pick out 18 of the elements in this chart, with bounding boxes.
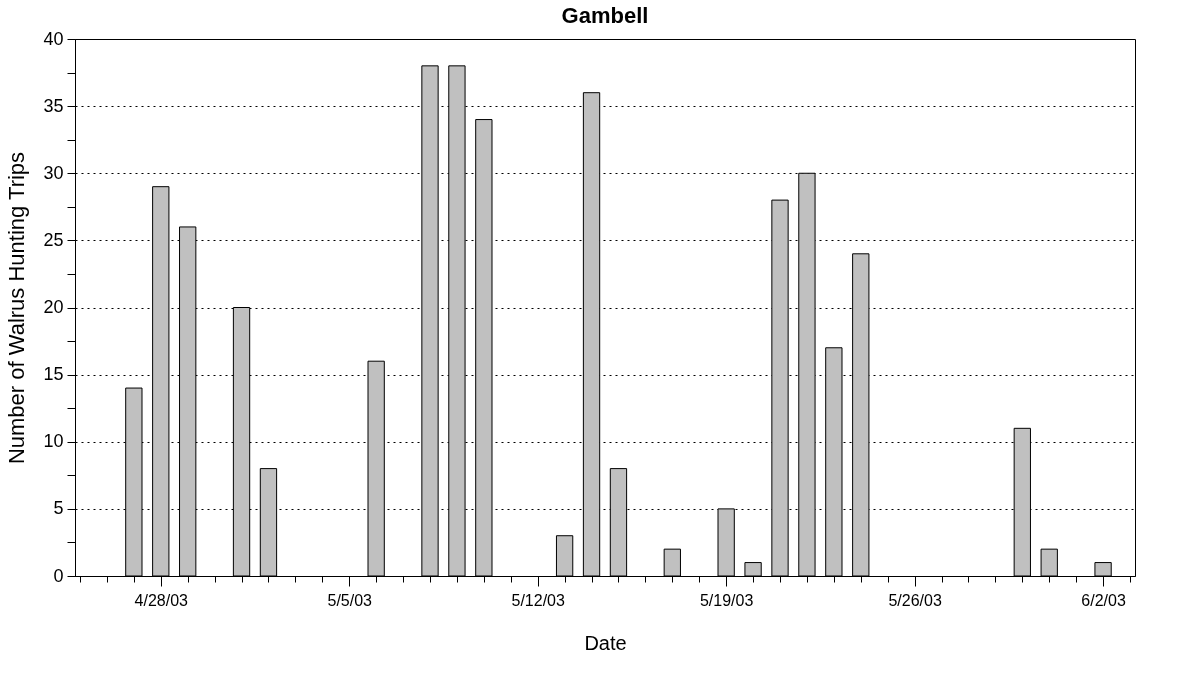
x-tick-label: 5/12/03 [511,591,565,609]
y-tick-label: 20 [43,297,64,317]
x-tick-label: 5/26/03 [888,591,942,609]
y-tick-label: 0 [53,565,64,586]
x-tick-label: 5/5/03 [327,591,373,609]
chart-title: Gambell [561,3,649,28]
y-tick-label: 30 [43,162,64,183]
y-axis-title: Number of Walrus Hunting Trips [4,151,30,465]
y-tick-label: 5 [53,498,64,519]
y-tick-label: 25 [43,229,64,250]
y-tick-label: 35 [43,95,64,116]
y-tick-label: 10 [43,431,64,452]
x-tick-label: 4/28/03 [134,591,189,609]
x-tick-label: 5/19/03 [699,591,754,609]
x-axis-title: Date [584,631,627,654]
x-tick-label: 6/2/03 [1081,591,1126,609]
y-tick-label: 40 [43,28,64,49]
y-tick-label: 15 [43,364,64,385]
